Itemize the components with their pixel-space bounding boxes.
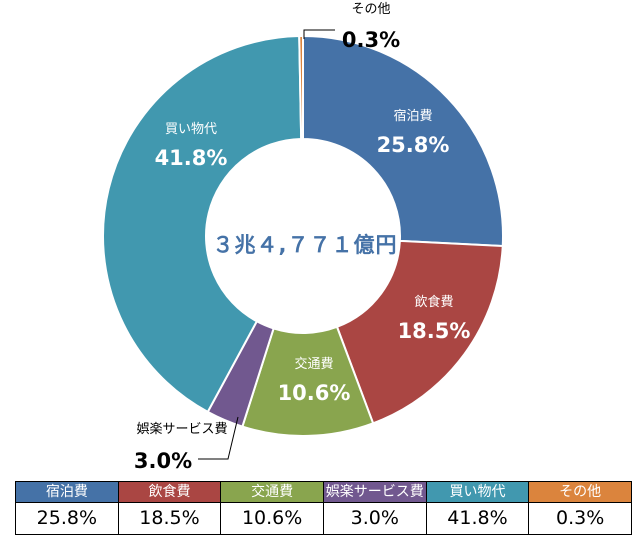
slice-label-name-transport: 交通費 [294, 356, 333, 372]
slice-food [335, 239, 504, 425]
table-value-cell: 18.5% [117, 502, 222, 535]
slice-label-value-other: 0.3% [342, 28, 400, 52]
center-total-label: ３兆４,７７１億円 [213, 233, 398, 257]
table-header-cell: 娯楽サービス費 [322, 481, 427, 503]
slice-label-name-food: 飲食費 [414, 294, 453, 310]
slice-label-value-shopping: 41.8% [155, 146, 228, 170]
slice-label-name-other: その他 [351, 2, 390, 17]
table-value-cell: 25.8% [15, 502, 119, 535]
data-table: 宿泊費 飲食費 交通費 娯楽サービス費 買い物代 その他 25.8% 18.5%… [15, 481, 632, 535]
donut-slices [102, 34, 504, 437]
table-header-cell: 買い物代 [425, 481, 530, 503]
slice-label-name-lodging: 宿泊費 [393, 108, 432, 124]
leader-lines [198, 29, 335, 460]
leader-line-entertainment [198, 416, 239, 460]
leader-line-other [303, 29, 335, 39]
table-header-cell: 飲食費 [117, 481, 222, 503]
slice-label-name-entertainment: 娯楽サービス費 [136, 421, 227, 437]
table-header-cell: 宿泊費 [15, 481, 119, 503]
slice-label-value-entertainment: 3.0% [134, 449, 192, 473]
table-value-cell: 3.0% [322, 502, 427, 535]
slice-label-name-shopping: 買い物代 [165, 122, 217, 137]
table-header-cell: 交通費 [220, 481, 324, 503]
table-value-cell: 0.3% [528, 502, 632, 535]
slice-label-value-lodging: 25.8% [377, 133, 450, 157]
table-value-cell: 41.8% [425, 502, 530, 535]
slice-other [298, 34, 304, 141]
donut-chart: 宿泊費 25.8% 飲食費 18.5% 交通費 10.6% 娯楽サービス費 3.0% 買い物代 4… [102, 2, 504, 473]
table-value-row: 25.8% 18.5% 10.6% 3.0% 41.8% 0.3% [15, 502, 632, 535]
slice-labels: 宿泊費 25.8% 飲食費 18.5% 交通費 10.6% 娯楽サービス費 3.0% 買い物代 4… [134, 2, 471, 473]
slice-label-value-food: 18.5% [398, 319, 471, 343]
slice-lodging [302, 34, 504, 248]
slice-label-value-transport: 10.6% [278, 381, 351, 405]
table-header-cell: その他 [528, 481, 632, 503]
slice-shopping [102, 35, 303, 414]
table-value-cell: 10.6% [220, 502, 324, 535]
table-header-row: 宿泊費 飲食費 交通費 娯楽サービス費 買い物代 その他 [15, 481, 632, 503]
